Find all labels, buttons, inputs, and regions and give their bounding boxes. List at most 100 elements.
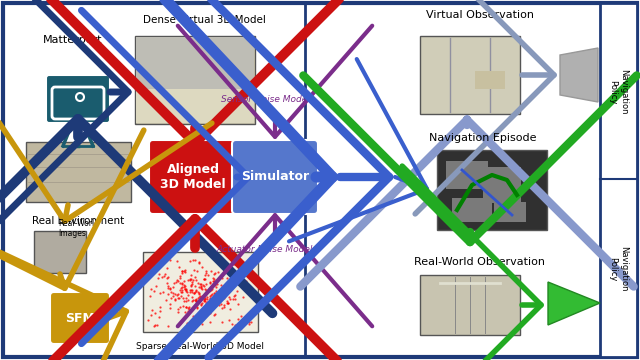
Point <box>188 305 198 311</box>
FancyBboxPatch shape <box>149 140 237 214</box>
Point <box>165 286 175 292</box>
Point <box>212 296 222 301</box>
Point <box>230 322 240 328</box>
Point <box>196 281 207 287</box>
Point <box>191 298 202 304</box>
Point <box>164 305 175 311</box>
Point <box>150 283 161 289</box>
Point <box>174 264 184 270</box>
Point <box>209 292 219 298</box>
Text: Navigation
Policy: Navigation Policy <box>608 69 628 115</box>
Point <box>168 293 178 299</box>
Point <box>155 290 165 296</box>
Point <box>250 278 260 284</box>
Point <box>181 287 191 292</box>
Point <box>205 293 215 298</box>
Point <box>169 280 179 286</box>
Point <box>183 292 193 298</box>
Point <box>147 285 157 291</box>
Point <box>205 295 215 301</box>
FancyBboxPatch shape <box>437 150 547 230</box>
Point <box>190 298 200 304</box>
Text: Virtual Observation: Virtual Observation <box>426 10 534 20</box>
Text: Dense Virtual 3D Model: Dense Virtual 3D Model <box>143 15 266 25</box>
Text: Sparse Real-World 3D Model: Sparse Real-World 3D Model <box>136 342 264 351</box>
Point <box>215 296 225 302</box>
Point <box>196 314 206 320</box>
Point <box>163 285 173 291</box>
Point <box>193 296 203 301</box>
Point <box>216 275 227 281</box>
Point <box>206 287 216 293</box>
Point <box>234 302 244 307</box>
Point <box>225 281 235 287</box>
Point <box>223 300 233 306</box>
Point <box>177 289 187 295</box>
Point <box>193 298 203 303</box>
Point <box>221 289 231 294</box>
Point <box>205 319 216 325</box>
Text: Real Environment: Real Environment <box>32 216 124 226</box>
Point <box>163 291 173 297</box>
FancyBboxPatch shape <box>420 36 520 114</box>
Point <box>179 268 189 274</box>
Point <box>202 300 212 305</box>
FancyBboxPatch shape <box>483 167 521 203</box>
Point <box>202 289 212 294</box>
Point <box>183 297 193 303</box>
Point <box>173 310 183 315</box>
Point <box>188 294 198 300</box>
Point <box>161 297 172 302</box>
Point <box>180 284 190 289</box>
Text: Matterport: Matterport <box>44 35 103 45</box>
Point <box>177 280 188 286</box>
Point <box>181 287 191 293</box>
Point <box>186 276 196 282</box>
Point <box>200 272 210 278</box>
Point <box>184 277 195 283</box>
Point <box>204 272 214 278</box>
Point <box>196 284 207 290</box>
Point <box>239 277 249 283</box>
Point <box>172 295 182 301</box>
FancyBboxPatch shape <box>3 3 637 357</box>
Point <box>165 301 175 307</box>
Point <box>241 278 252 284</box>
Text: Aligned
3D Model: Aligned 3D Model <box>160 163 226 191</box>
Point <box>180 269 190 275</box>
Point <box>182 320 192 326</box>
Point <box>239 279 250 285</box>
Point <box>180 288 191 294</box>
Point <box>222 298 232 304</box>
Point <box>181 305 191 310</box>
Point <box>189 290 199 296</box>
Point <box>193 289 203 295</box>
FancyBboxPatch shape <box>475 71 505 89</box>
Point <box>180 298 191 303</box>
Point <box>211 284 221 289</box>
FancyBboxPatch shape <box>232 140 318 214</box>
Point <box>238 294 248 300</box>
Text: Real-World Observation: Real-World Observation <box>415 257 545 267</box>
Point <box>209 276 219 282</box>
Point <box>176 285 186 291</box>
FancyBboxPatch shape <box>26 142 131 202</box>
Point <box>178 303 188 309</box>
Point <box>190 257 200 263</box>
Point <box>214 291 225 297</box>
Point <box>201 305 211 310</box>
Point <box>188 257 198 263</box>
Point <box>183 305 193 311</box>
Point <box>183 277 193 283</box>
Point <box>194 284 204 290</box>
Point <box>225 273 235 278</box>
Point <box>228 261 239 267</box>
Point <box>242 287 252 293</box>
Point <box>210 270 220 276</box>
Point <box>221 275 232 281</box>
Point <box>197 307 207 313</box>
Point <box>213 269 223 275</box>
FancyBboxPatch shape <box>46 75 110 123</box>
Point <box>168 290 179 296</box>
Point <box>152 275 163 281</box>
